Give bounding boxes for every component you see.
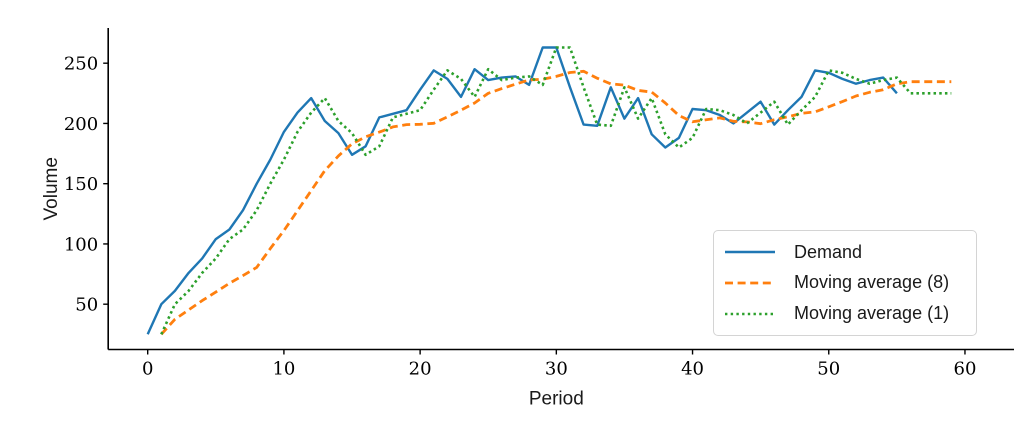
legend-item-ma1: Moving average (1): [724, 299, 966, 329]
y-tick-label: 150: [64, 174, 98, 195]
demand-line-sample-icon: [725, 251, 775, 254]
ma1-line: [160, 46, 952, 335]
x-tick-label: 30: [545, 359, 568, 380]
legend-label-demand: Demand: [794, 241, 863, 262]
x-tick-label: 50: [817, 359, 840, 380]
y-tick-label: 100: [64, 234, 98, 255]
legend-item-demand: Demand: [724, 237, 966, 267]
legend: Demand Moving average (8) Moving average…: [713, 230, 977, 336]
ma8-line-sample-icon: [725, 281, 775, 285]
ma1-line-sample-icon: [725, 312, 775, 315]
y-axis-label: Volume: [41, 157, 62, 220]
legend-label-ma8: Moving average (8): [794, 272, 950, 293]
x-tick-label: 10: [272, 359, 295, 380]
x-tick-label: 20: [409, 359, 432, 380]
legend-item-ma8: Moving average (8): [724, 268, 966, 298]
y-tick-label: 50: [75, 295, 98, 316]
x-tick-label: 60: [954, 359, 977, 380]
x-axis-label: Period: [529, 389, 584, 410]
ma8-line: [160, 69, 952, 336]
y-tick-label: 200: [64, 114, 98, 135]
x-tick-label: 0: [142, 359, 153, 380]
x-tick-label: 40: [681, 359, 704, 380]
legend-label-ma1: Moving average (1): [794, 303, 950, 324]
y-tick-label: 250: [64, 54, 98, 75]
